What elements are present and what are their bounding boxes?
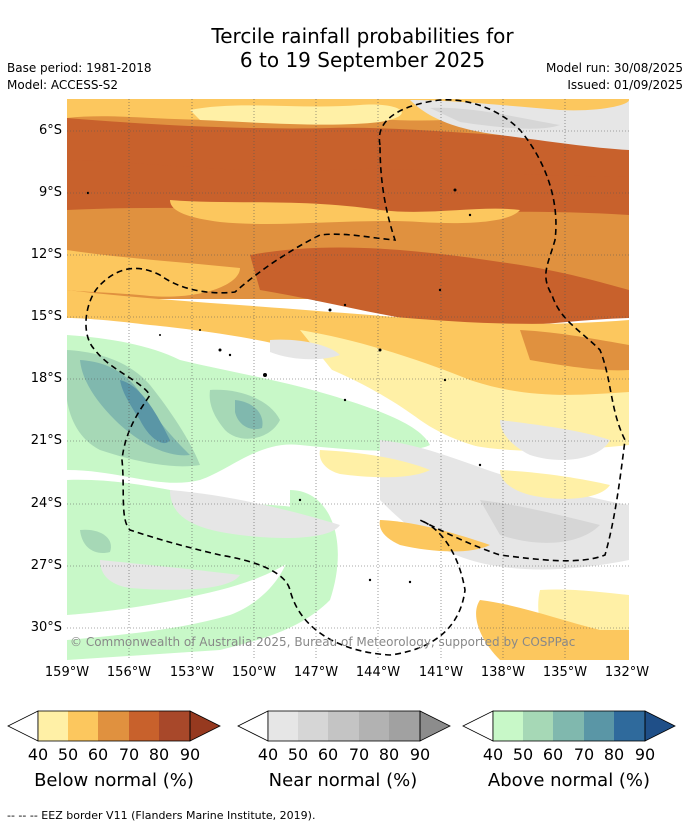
colorbar-tick: 50 — [57, 745, 79, 764]
colorbar-tick: 70 — [348, 745, 370, 764]
colorbar-tick: 50 — [512, 745, 534, 764]
lat-label: 12°S — [30, 247, 62, 262]
lon-label: 132°W — [604, 665, 650, 680]
lat-label: 15°S — [30, 309, 62, 324]
colorbar-near-normal — [237, 710, 451, 742]
colorbar-above-normal — [462, 710, 676, 742]
colorbar-tick: 70 — [573, 745, 595, 764]
lon-label: 153°W — [169, 665, 215, 680]
title-line-2: 6 to 19 September 2025 — [239, 48, 486, 72]
lon-label: 159°W — [44, 665, 90, 680]
model-name: Model: ACCESS-S2 — [7, 78, 119, 92]
lon-label: 144°W — [355, 665, 401, 680]
colorbar-tick: 60 — [542, 745, 564, 764]
colorbar-tick: 80 — [603, 745, 625, 764]
colorbar-title-near: Near normal (%) — [268, 770, 418, 791]
lon-label: 147°W — [293, 665, 339, 680]
colorbar-tick: 60 — [87, 745, 109, 764]
colorbar-below-normal — [7, 710, 221, 742]
colorbar-tick: 90 — [634, 745, 656, 764]
copyright-text: © Commonwealth of Australia 2025, Bureau… — [70, 635, 575, 649]
lon-label: 138°W — [480, 665, 526, 680]
lat-label: 6°S — [38, 123, 62, 138]
model-info: Base period: 1981-2018 Model: ACCESS-S2 — [7, 60, 152, 94]
lat-label: 9°S — [38, 185, 62, 200]
run-info: Model run: 30/08/2025 Issued: 01/09/2025 — [546, 60, 683, 94]
colorbar-tick: 80 — [378, 745, 400, 764]
colorbar-tick: 40 — [482, 745, 504, 764]
colorbar-tick: 90 — [179, 745, 201, 764]
lat-label: 27°S — [30, 558, 62, 573]
lat-label: 24°S — [30, 496, 62, 511]
lon-label: 150°W — [231, 665, 277, 680]
colorbar-title-above: Above normal (%) — [487, 770, 651, 791]
issued-date: Issued: 01/09/2025 — [567, 78, 683, 92]
lat-label: 30°S — [30, 620, 62, 635]
model-run: Model run: 30/08/2025 — [545, 61, 683, 75]
lon-label: 156°W — [106, 665, 152, 680]
base-period: Base period: 1981-2018 — [7, 61, 152, 75]
map-title: Tercile rainfall probabilities for 6 to … — [0, 24, 690, 72]
colorbar-tick: 60 — [317, 745, 339, 764]
lat-label: 21°S — [30, 433, 62, 448]
colorbar-tick: 80 — [148, 745, 170, 764]
map-field — [67, 99, 629, 660]
colorbar-tick: 40 — [257, 745, 279, 764]
colorbar-title-below: Below normal (%) — [34, 770, 194, 791]
colorbar-tick: 70 — [118, 745, 140, 764]
lon-label: 135°W — [542, 665, 588, 680]
title-line-1: Tercile rainfall probabilities for — [211, 24, 514, 48]
lon-label: 141°W — [418, 665, 464, 680]
colorbar-tick: 90 — [409, 745, 431, 764]
lat-label: 18°S — [30, 371, 62, 386]
graticule — [67, 99, 629, 660]
eez-border-note: -- -- -- EEZ border V11 (Flanders Marine… — [7, 809, 316, 822]
colorbar-tick: 40 — [27, 745, 49, 764]
colorbar-tick: 50 — [287, 745, 309, 764]
